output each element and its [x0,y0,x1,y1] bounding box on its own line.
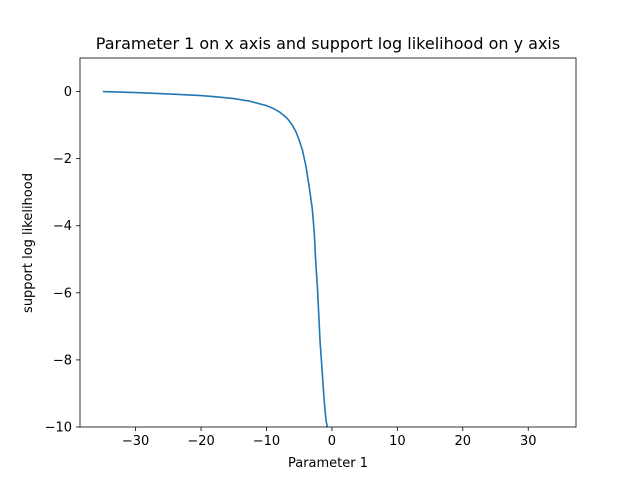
x-axis-label: Parameter 1 [288,456,368,471]
x-tick-label: 30 [520,434,537,449]
x-tick-label: −30 [122,434,149,449]
x-tick-label: 10 [389,434,406,449]
y-tick-label: 0 [64,85,72,100]
plot-frame [79,57,577,428]
x-tick-label: 0 [328,434,336,449]
y-tick-label: −6 [53,286,72,301]
x-tick-label: −10 [253,434,280,449]
y-tick-label: −2 [53,152,72,167]
x-axis-ticks: −30 −20 −10 0 10 20 30 [122,427,537,449]
y-axis-ticks: 0 −2 −4 −6 −8 −10 [45,85,80,436]
y-tick-label: −4 [53,219,72,234]
chart-title: Parameter 1 on x axis and support log li… [96,34,560,53]
x-tick-label: 20 [455,434,472,449]
y-tick-label: −8 [53,353,72,368]
plot-area [102,90,329,427]
y-axis-label: support log likelihood [21,173,36,313]
y-tick-label: −10 [45,421,72,436]
series-line-0 [102,90,329,427]
x-tick-label: −20 [187,434,214,449]
